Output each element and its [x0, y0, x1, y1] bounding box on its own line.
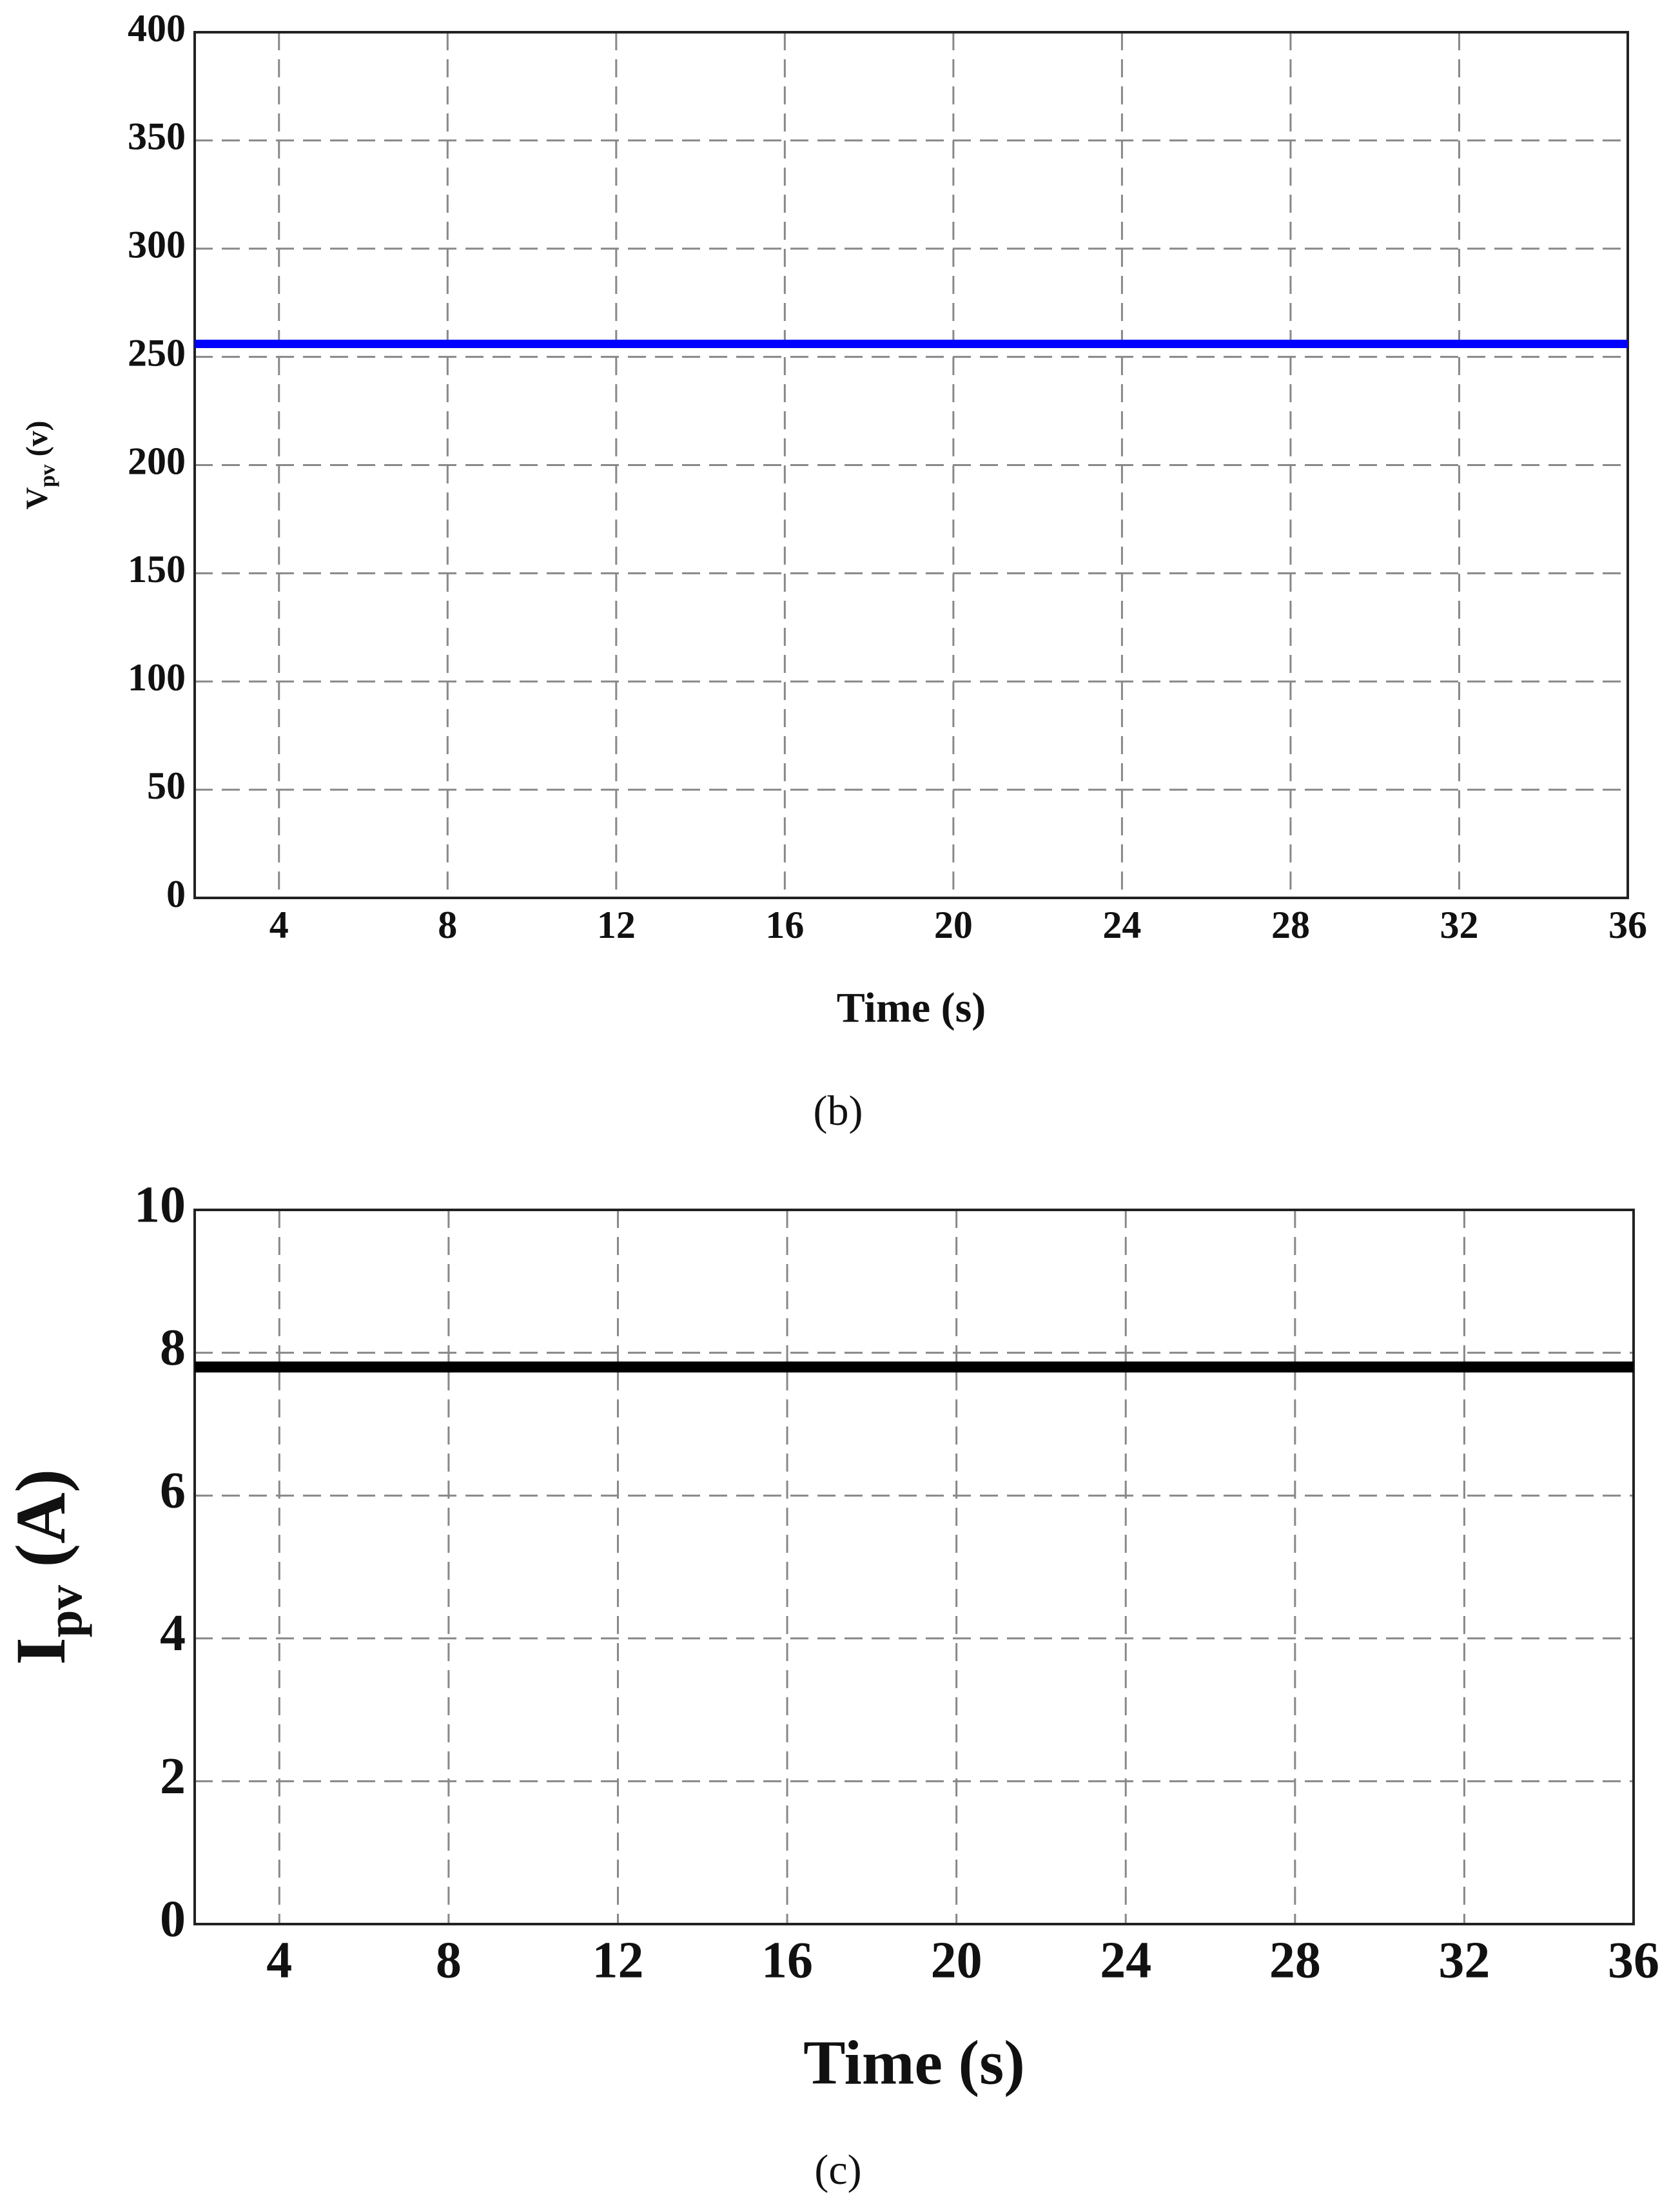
x-tick-label: 8: [436, 1932, 462, 1989]
y-label-sub: pv: [37, 1585, 92, 1638]
x-tick-label: 24: [1100, 1932, 1151, 1989]
x-tick-label: 8: [438, 904, 457, 946]
x-tick-label: 20: [931, 1932, 982, 1989]
x-tick-label: 28: [1271, 904, 1310, 946]
y-tick-label: 10: [134, 1176, 186, 1233]
caption: (b): [814, 1087, 863, 1134]
x-tick-label: 4: [266, 1932, 292, 1989]
x-tick-label: 12: [597, 904, 636, 946]
x-tick-label: 28: [1269, 1932, 1321, 1989]
y-label-main: I: [1, 1637, 80, 1665]
y-tick-label: 200: [128, 440, 186, 482]
y-tick-label: 8: [160, 1319, 186, 1376]
plot-frame: [193, 1209, 1635, 1925]
y-label-sub: pv: [35, 464, 59, 487]
x-tick-label: 20: [934, 904, 973, 946]
x-tick-label: 36: [1608, 904, 1647, 946]
x-tick-label: 4: [269, 904, 289, 946]
y-label-unit: (v): [20, 420, 54, 456]
y-tick-label: 0: [166, 873, 186, 915]
y-axis-label: Ipv (A): [1, 1469, 92, 1665]
y-tick-label: 2: [160, 1748, 186, 1805]
plot-frame: [193, 31, 1629, 899]
caption: (c): [814, 2146, 861, 2194]
y-tick-label: 350: [128, 115, 186, 158]
x-tick-label: 36: [1608, 1932, 1659, 1989]
x-tick-label: 12: [592, 1932, 643, 1989]
y-tick-label: 400: [128, 7, 186, 50]
y-tick-label: 150: [128, 548, 186, 590]
y-tick-label: 6: [160, 1463, 186, 1519]
x-axis-label: Time (s): [803, 2028, 1025, 2097]
x-tick-label: 24: [1102, 904, 1141, 946]
x-axis-label: Time (s): [837, 984, 986, 1031]
y-tick-label: 100: [128, 656, 186, 699]
y-axis-label: Vpv (v): [20, 420, 59, 509]
y-label-main: V: [20, 487, 54, 510]
x-tick-label: 16: [761, 1932, 813, 1989]
y-tick-label: 50: [147, 764, 186, 807]
x-tick-label: 32: [1438, 1932, 1490, 1989]
y-tick-label: 4: [160, 1605, 186, 1662]
y-tick-label: 300: [128, 224, 186, 266]
y-tick-label: 250: [128, 331, 186, 374]
x-tick-label: 16: [765, 904, 804, 946]
y-label-unit: (A): [1, 1469, 80, 1568]
x-tick-label: 32: [1440, 904, 1478, 946]
y-tick-label: 0: [160, 1891, 186, 1947]
